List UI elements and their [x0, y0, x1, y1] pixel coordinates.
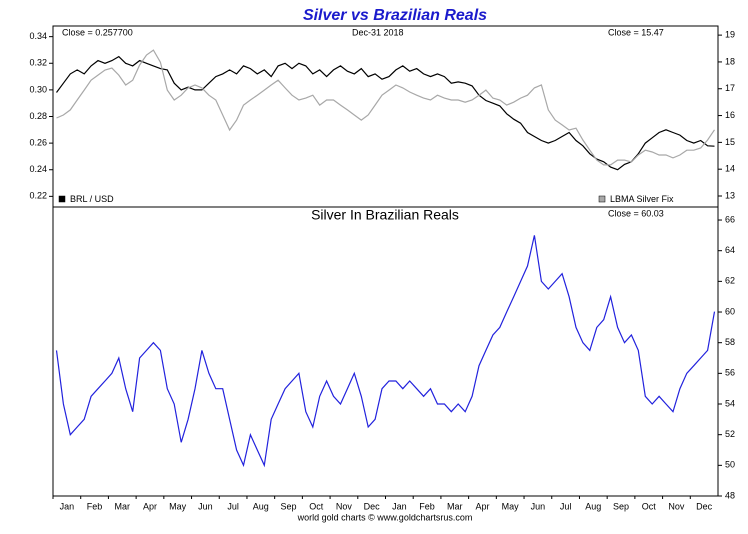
y-tick-label: 66	[725, 214, 735, 224]
y2-tick-label: 19	[725, 29, 735, 39]
legend-swatch	[58, 195, 66, 203]
x-tick-label: Jan	[392, 501, 407, 511]
annotation: Close = 0.257700	[62, 27, 133, 37]
x-tick-label: Jun	[531, 501, 546, 511]
y2-tick-label: 16	[725, 110, 735, 120]
x-tick-label: Nov	[668, 501, 685, 511]
x-tick-label: Feb	[419, 501, 435, 511]
y-tick-label: 64	[725, 245, 735, 255]
series-line	[55, 235, 716, 468]
panel-title: Silver In Brazilian Reals	[311, 207, 459, 223]
y-tick-label: 54	[725, 398, 735, 408]
x-tick-label: Nov	[336, 501, 353, 511]
y-tick-label: 58	[725, 337, 735, 347]
y-tick-label: 0.34	[29, 31, 47, 41]
y2-tick-label: 15	[725, 137, 735, 147]
x-tick-label: Aug	[253, 501, 269, 511]
y2-tick-label: 17	[725, 83, 735, 93]
y-tick-label: 48	[725, 490, 735, 500]
x-tick-label: Mar	[115, 501, 131, 511]
x-tick-label: Mar	[447, 501, 463, 511]
annotation: Close = 15.47	[608, 27, 664, 37]
y-tick-label: 0.32	[29, 58, 47, 68]
y-tick-label: 0.22	[29, 191, 47, 201]
x-tick-label: Jul	[227, 501, 239, 511]
x-tick-label: Jan	[60, 501, 75, 511]
y2-tick-label: 18	[725, 56, 735, 66]
y2-tick-label: 13	[725, 190, 735, 200]
x-tick-label: May	[502, 501, 520, 511]
annotation: Dec-31 2018	[352, 27, 404, 37]
legend-label: LBMA Silver Fix	[610, 194, 674, 204]
x-tick-label: Feb	[87, 501, 103, 511]
annotation: Close = 60.03	[608, 208, 664, 218]
y2-tick-label: 14	[725, 164, 735, 174]
x-tick-label: Dec	[696, 501, 713, 511]
x-tick-label: May	[169, 501, 187, 511]
legend-swatch	[598, 195, 606, 203]
source: world gold charts © www.goldchartsrus.co…	[297, 512, 473, 522]
x-tick-label: Apr	[143, 501, 157, 511]
x-tick-label: Oct	[309, 501, 324, 511]
y-tick-label: 0.26	[29, 137, 47, 147]
x-tick-label: Jun	[198, 501, 213, 511]
y-tick-label: 60	[725, 306, 735, 316]
x-tick-label: Sep	[281, 501, 297, 511]
x-tick-label: Oct	[642, 501, 657, 511]
series-line	[56, 49, 715, 166]
chart-title: Silver vs Brazilian Reals	[303, 7, 487, 24]
y-tick-label: 0.24	[29, 164, 47, 174]
x-tick-label: Aug	[585, 501, 601, 511]
y-tick-label: 56	[725, 368, 735, 378]
y-tick-label: 50	[725, 460, 735, 470]
plot-frame	[52, 25, 719, 497]
x-tick-label: Jul	[560, 501, 572, 511]
y-tick-label: 62	[725, 276, 735, 286]
x-tick-label: Sep	[613, 501, 629, 511]
legend-label: BRL / USD	[70, 194, 114, 204]
series-line	[56, 55, 715, 171]
y-tick-label: 0.28	[29, 111, 47, 121]
x-tick-label: Apr	[475, 501, 489, 511]
y-tick-label: 52	[725, 429, 735, 439]
y-tick-label: 0.30	[29, 84, 47, 94]
x-tick-label: Dec	[364, 501, 381, 511]
